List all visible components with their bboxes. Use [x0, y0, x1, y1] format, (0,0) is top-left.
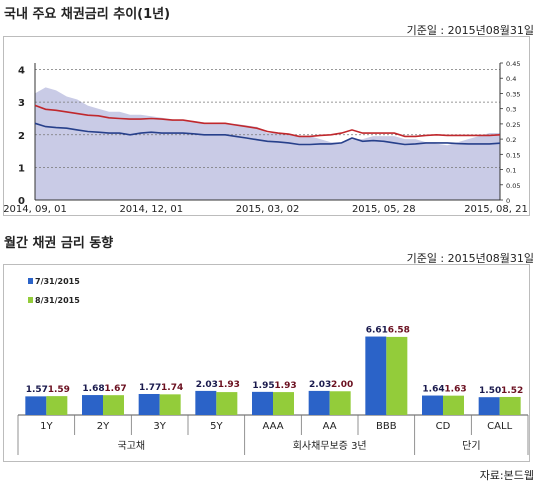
- data-label-series2: 1.63: [444, 385, 466, 395]
- bar-series1: [478, 397, 500, 415]
- bar-series2: [103, 395, 124, 415]
- bar-series1: [365, 336, 387, 415]
- x-tick-label: 2015, 08, 21: [464, 204, 528, 215]
- line-chart-panel: [3, 36, 530, 216]
- data-label-series2: 1.67: [104, 384, 126, 394]
- y-right-tick-label: 0.15: [506, 151, 520, 159]
- bar-chart: 7/31/2015 8/31/2015 1.57 1.59 1Y 1.68 1.67 2Y 1.…: [17, 277, 529, 455]
- bar-series1: [25, 396, 47, 415]
- group-label: 회사채무보증 3년: [293, 440, 367, 452]
- y-right-tick-label: 0.25: [506, 121, 520, 129]
- bar-series2: [46, 396, 68, 415]
- bar-series2: [159, 394, 181, 415]
- section2-date: 기준일 : 2015년08월31일: [406, 252, 534, 265]
- y-right-tick-label: 0.35: [506, 90, 520, 98]
- bar-series2: [499, 396, 521, 415]
- legend-swatch-1: [28, 278, 33, 284]
- line-chart: 0 1 2 3 4 0 0.05 0.1 0.15 0.2 0.25 0.3 0.35 0.4 0.45 20…: [3, 60, 528, 215]
- legend-label-2: 8/31/2015: [35, 296, 80, 305]
- data-label-series2: 1.52: [501, 386, 523, 396]
- data-label-series1: 1.68: [82, 384, 104, 394]
- y-left-tick-label: 2: [18, 131, 25, 142]
- x-tick-label: 2014, 09, 01: [3, 204, 67, 215]
- data-label-series2: 1.74: [161, 383, 183, 393]
- series-spread-area: [35, 87, 500, 200]
- y-right-tick-label: 0: [506, 197, 510, 205]
- section2-title: 월간 채권 금리 동향: [4, 236, 114, 251]
- data-label-series1: 1.77: [139, 383, 161, 393]
- data-label-series1: 6.61: [366, 326, 388, 336]
- group-label: 국고채: [118, 440, 146, 452]
- data-label-series2: 1.59: [48, 385, 70, 395]
- legend-label-1: 7/31/2015: [35, 277, 80, 286]
- series-corp-line: [34, 104, 501, 138]
- y-right-tick-label: 0.3: [506, 106, 516, 114]
- data-label-series1: 1.95: [252, 381, 274, 391]
- y-right-tick-label: 0.1: [506, 167, 516, 175]
- bar-series1: [422, 395, 443, 415]
- y-right-tick-label: 0.45: [506, 60, 520, 68]
- data-label-series2: 1.93: [274, 381, 296, 391]
- bar-series2: [386, 336, 408, 415]
- bar-series1: [82, 395, 103, 415]
- bar-series2: [329, 391, 351, 415]
- category-label: 2Y: [97, 421, 110, 432]
- y-left-tick-label: 0: [18, 196, 25, 207]
- data-label-series1: 1.64: [422, 385, 444, 395]
- x-tick-label: 2014, 12, 01: [119, 204, 183, 215]
- x-tick-label: 2015, 03, 02: [236, 204, 300, 215]
- data-label-series1: 2.03: [196, 380, 218, 390]
- bar-series2: [273, 392, 294, 415]
- y-left-tick-label: 3: [18, 98, 25, 109]
- category-label: BBB: [376, 421, 397, 432]
- y-left-tick-label: 1: [18, 163, 25, 174]
- bar-series1: [308, 390, 330, 415]
- section1-title: 국내 주요 채권금리 추이(1년): [4, 7, 171, 22]
- bar-series1: [195, 390, 217, 415]
- data-label-series2: 1.93: [218, 380, 240, 390]
- bar-series2: [216, 392, 238, 415]
- category-label: CALL: [487, 421, 512, 432]
- category-label: 3Y: [153, 421, 166, 432]
- y-left-tick-label: 4: [18, 66, 25, 77]
- category-label: AAA: [262, 421, 283, 432]
- y-right-tick-label: 0.4: [506, 75, 516, 83]
- x-tick-label: 2015, 05, 28: [352, 204, 416, 215]
- data-label-series2: 2.00: [331, 380, 353, 390]
- category-label: 1Y: [40, 421, 53, 432]
- category-label: 5Y: [210, 421, 223, 432]
- data-label-series1: 2.03: [309, 380, 331, 390]
- series-gov-line: [34, 122, 501, 146]
- data-label-series2: 6.58: [388, 326, 410, 336]
- category-label: AA: [323, 421, 337, 432]
- category-label: CD: [436, 421, 451, 432]
- bar-chart-panel: [3, 264, 530, 462]
- bar-series1: [252, 391, 273, 415]
- y-right-tick-label: 0.05: [506, 182, 520, 190]
- section1-date: 기준일 : 2015년08월31일: [406, 24, 534, 37]
- legend-swatch-2: [28, 297, 33, 303]
- data-label-series1: 1.57: [26, 385, 48, 395]
- data-label-series1: 1.50: [479, 386, 501, 396]
- y-right-tick-label: 0.2: [506, 136, 516, 144]
- bar-series1: [138, 393, 160, 415]
- source-label: 자료:본드웹: [479, 469, 534, 482]
- group-label: 단기: [462, 440, 480, 452]
- bar-series2: [443, 395, 464, 415]
